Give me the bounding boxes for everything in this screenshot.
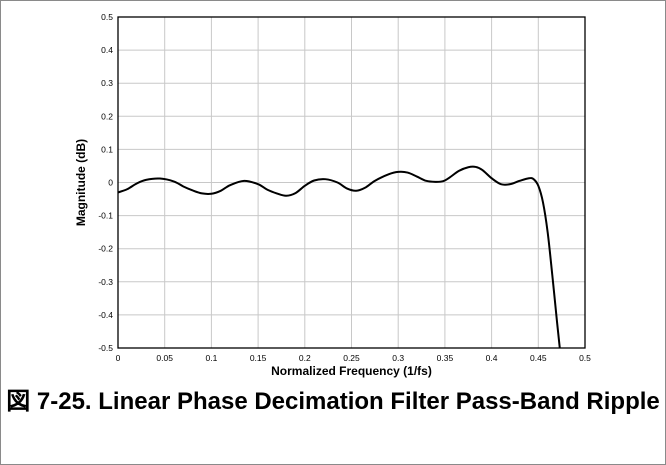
y-tick-label: 0.4 <box>101 45 113 55</box>
y-tick-label: 0.3 <box>101 78 113 88</box>
x-tick-label: 0.05 <box>156 353 173 363</box>
x-tick-label: 0.35 <box>437 353 454 363</box>
x-tick-label: 0.25 <box>343 353 360 363</box>
y-tick-label: -0.5 <box>98 343 113 353</box>
y-tick-label: -0.3 <box>98 277 113 287</box>
y-tick-label: 0.5 <box>101 12 113 22</box>
y-tick-label: -0.2 <box>98 244 113 254</box>
y-tick-label: 0 <box>108 178 113 188</box>
y-axis-label: Magnitude (dB) <box>74 139 88 226</box>
x-tick-label: 0.3 <box>392 353 404 363</box>
y-tick-label: 0.2 <box>101 111 113 121</box>
x-tick-label: 0.5 <box>579 353 591 363</box>
passband-ripple-chart: 0 0.05 0.1 0.15 0.2 0.25 0.3 0.35 0.4 0.45 0.5 0.5… <box>74 12 592 378</box>
x-tick-label: 0.45 <box>530 353 547 363</box>
x-tick-label: 0.1 <box>205 353 217 363</box>
y-tick-label: -0.1 <box>98 211 113 221</box>
x-tick-label: 0.4 <box>486 353 498 363</box>
x-tick-label: 0 <box>116 353 121 363</box>
y-tick-label: 0.1 <box>101 144 113 154</box>
x-tick-label: 0.15 <box>250 353 267 363</box>
magnitude-series-line <box>117 165 561 349</box>
x-axis-label: Normalized Frequency (1/fs) <box>271 364 432 378</box>
figure-caption: 図 7-25. Linear Phase Decimation Filter P… <box>6 388 660 415</box>
y-tick-label: -0.4 <box>98 310 113 320</box>
x-tick-label: 0.2 <box>299 353 311 363</box>
x-tick-labels: 0 0.05 0.1 0.15 0.2 0.25 0.3 0.35 0.4 0.45 0.5 <box>116 353 592 363</box>
y-tick-labels: 0.5 0.4 0.3 0.2 0.1 0 -0.1 -0.2 -0.3 -0.4 -0.5 <box>98 12 113 353</box>
plot-border <box>117 16 586 349</box>
